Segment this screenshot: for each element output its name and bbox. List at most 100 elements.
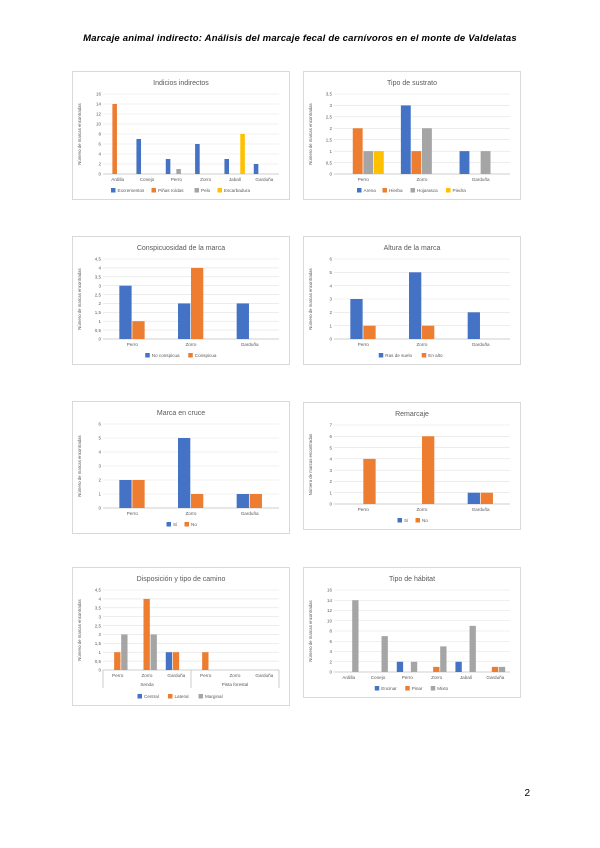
legend-swatch xyxy=(217,188,222,193)
y-tick-label: 1,5 xyxy=(326,137,333,142)
legend-swatch xyxy=(405,686,410,691)
bar xyxy=(498,666,506,672)
y-tick-label: 2,5 xyxy=(326,115,333,120)
x-category-label: Jabalí xyxy=(460,675,473,680)
legend-label: Escarbadura xyxy=(224,188,250,193)
bar xyxy=(202,652,209,670)
chart-canvas: Conspicuosidad de la marca 0 0,5 1 1,5 2 2,5 3 3… xyxy=(77,245,279,358)
y-tick-label: 3,5 xyxy=(95,605,102,610)
bar xyxy=(400,105,411,174)
y-tick-label: 10 xyxy=(96,122,102,127)
bar xyxy=(119,480,132,508)
legend-label: Central xyxy=(144,694,159,699)
legend-label: No xyxy=(422,518,428,523)
x-category-label: Zorro xyxy=(417,177,428,182)
y-tick-label: 12 xyxy=(327,608,333,613)
chart-canvas: Remarcaje 0 1 2 3 4 5 6 7 Número de marcas encont… xyxy=(308,411,510,523)
chart-tipo-de-sustrato: Tipo de sustrato 0 0,5 1 1,5 2 2,5 3 3,5 Número d… xyxy=(303,71,521,200)
x-category-label: Perro xyxy=(358,177,370,182)
chart-title: Disposición y tipo de camino xyxy=(137,576,226,583)
x-category-label: Ardilla xyxy=(342,675,355,680)
legend-swatch xyxy=(446,188,451,193)
bar xyxy=(363,458,376,504)
y-tick-label: 0 xyxy=(98,668,101,673)
y-tick-label: 4 xyxy=(98,450,101,455)
bar xyxy=(114,652,121,670)
y-tick-label: 4 xyxy=(329,283,332,288)
x-category-label: Garduña xyxy=(167,673,185,678)
chart-canvas: Marca en cruce 0 1 2 3 4 5 6 Número de marcas en… xyxy=(77,410,279,527)
y-tick-label: 3 xyxy=(98,283,101,288)
bar xyxy=(249,494,262,508)
y-tick-label: 0,5 xyxy=(326,160,333,165)
bar xyxy=(112,104,117,174)
bar xyxy=(467,312,480,339)
y-tick-label: 1 xyxy=(329,490,332,495)
legend-swatch xyxy=(415,518,420,523)
y-tick-label: 0 xyxy=(329,502,332,507)
bar xyxy=(172,652,180,670)
chart-title: Conspicuosidad de la marca xyxy=(137,245,225,252)
y-tick-label: 5 xyxy=(98,436,101,441)
bar xyxy=(352,600,359,672)
bar xyxy=(469,625,476,672)
legend-label: Sí xyxy=(404,518,409,523)
x-group-label: Pista forestal xyxy=(222,682,249,687)
chart-title: Marca en cruce xyxy=(157,410,205,417)
y-axis-title: Número de marcas encontradas xyxy=(77,599,82,660)
chart-canvas: Altura de la marca 0 1 2 3 4 5 6 Número de marca… xyxy=(308,245,510,358)
bar xyxy=(373,151,384,174)
chart-title: Remarcaje xyxy=(395,411,429,418)
document-title: Marcaje animal indirecto: Análisis del m… xyxy=(83,33,517,44)
y-tick-label: 3 xyxy=(329,297,332,302)
bar xyxy=(143,598,150,670)
y-tick-label: 5 xyxy=(329,445,332,450)
y-tick-label: 14 xyxy=(96,102,102,107)
x-category-label: Perro xyxy=(127,342,139,347)
chart-title: Indicios indirectos xyxy=(153,80,209,87)
bar xyxy=(165,159,171,174)
x-category-label: Perro xyxy=(402,675,414,680)
legend-label: Marginal xyxy=(205,694,223,699)
y-tick-label: 10 xyxy=(327,618,333,623)
bar xyxy=(176,169,181,174)
y-tick-label: 16 xyxy=(96,92,102,97)
x-category-label: Garduña xyxy=(472,342,490,347)
y-axis-title: Número de marcas encontradas xyxy=(77,268,82,329)
chart-remarcaje: Remarcaje 0 1 2 3 4 5 6 7 Número de marcas encont… xyxy=(303,402,521,530)
legend-swatch xyxy=(145,353,150,358)
y-tick-label: 2 xyxy=(329,479,332,484)
y-tick-label: 5 xyxy=(329,270,332,275)
page-number: 2 xyxy=(524,788,530,799)
bar xyxy=(132,480,145,508)
y-tick-label: 7 xyxy=(329,423,332,428)
bar xyxy=(396,661,404,672)
bar xyxy=(191,267,204,339)
y-tick-label: 3 xyxy=(329,468,332,473)
legend-swatch xyxy=(410,188,415,193)
y-tick-label: 3,5 xyxy=(326,92,333,97)
legend-label: Hierba xyxy=(389,188,403,193)
legend-swatch xyxy=(198,694,203,699)
bar xyxy=(459,151,470,174)
legend-label: Lateral xyxy=(175,694,189,699)
y-tick-label: 2 xyxy=(329,659,332,664)
y-tick-label: 2 xyxy=(98,632,101,637)
y-tick-label: 1 xyxy=(329,323,332,328)
bar xyxy=(236,303,249,339)
y-tick-label: 1,5 xyxy=(95,641,102,646)
legend-label: Piñas roídas xyxy=(158,188,184,193)
legend-swatch xyxy=(397,518,402,523)
x-category-label: Perro xyxy=(171,177,183,182)
bar xyxy=(422,436,435,504)
bar xyxy=(422,128,432,174)
y-tick-label: 1 xyxy=(98,319,101,324)
bar xyxy=(422,325,435,339)
y-tick-label: 2 xyxy=(98,162,101,167)
bar xyxy=(381,636,388,672)
x-category-label: Conejo xyxy=(140,177,155,182)
y-tick-label: 4 xyxy=(98,152,101,157)
y-tick-label: 4 xyxy=(329,649,332,654)
y-tick-label: 0,5 xyxy=(95,328,102,333)
